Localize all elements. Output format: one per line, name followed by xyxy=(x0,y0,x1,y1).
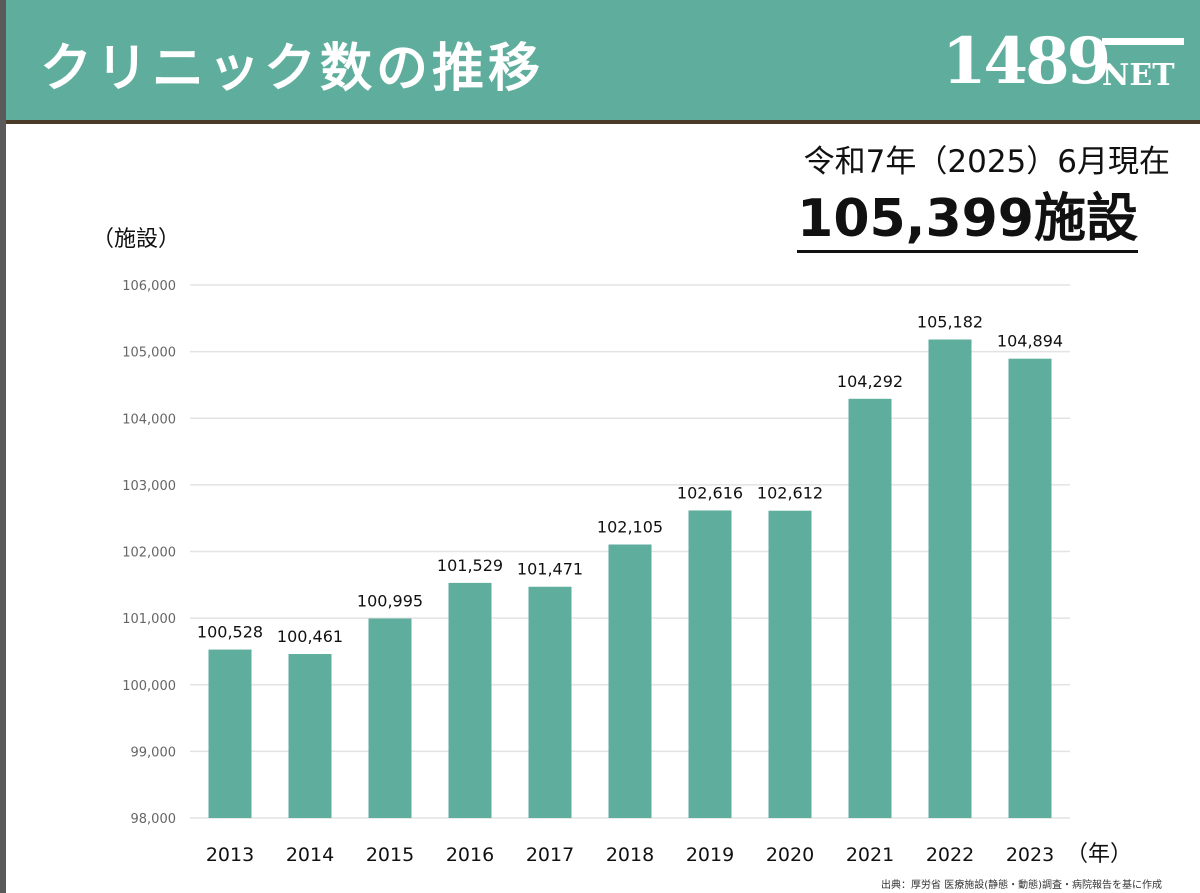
x-tick-label: 2022 xyxy=(926,844,974,866)
data-label: 104,292 xyxy=(837,372,903,391)
bars xyxy=(208,339,1052,818)
data-label: 101,529 xyxy=(437,556,503,575)
data-label: 102,612 xyxy=(757,484,823,503)
bar-2019 xyxy=(688,510,732,818)
data-label: 105,182 xyxy=(917,312,983,331)
as-of-date: 令和7年（2025）6月現在 xyxy=(803,144,1170,180)
data-label: 101,471 xyxy=(517,560,583,579)
total-clinics: 105,399施設 xyxy=(797,188,1138,253)
bar-2013 xyxy=(208,649,252,818)
data-label: 100,461 xyxy=(277,627,343,646)
data-label: 102,105 xyxy=(597,518,663,537)
x-axis-ticks: 2013 2014 2015 2016 2017 2018 2019 2020 2021 2022… xyxy=(206,844,1054,866)
header-bar: クリニック数の推移 1489 NET xyxy=(6,0,1200,124)
y-tick-label: 103,000 xyxy=(122,479,176,494)
bar-2021 xyxy=(848,398,892,818)
bar-2015 xyxy=(368,618,412,818)
bar-2017 xyxy=(528,586,572,818)
data-label: 104,894 xyxy=(997,332,1063,351)
page-title: クリニック数の推移 xyxy=(40,39,545,99)
x-tick-label: 2013 xyxy=(206,844,254,866)
slide: クリニック数の推移 1489 NET 令和7年（2025）6月現在 105,39… xyxy=(6,0,1200,893)
x-tick-label: 2023 xyxy=(1006,844,1054,866)
y-tick-label: 104,000 xyxy=(122,412,176,427)
x-tick-label: 2017 xyxy=(526,844,574,866)
y-axis-ticks: 98,000 99,000 100,000 101,000 102,000 103,000… xyxy=(122,279,176,827)
x-tick-label: 2020 xyxy=(766,844,814,866)
y-tick-label: 105,000 xyxy=(122,346,176,361)
y-tick-label: 102,000 xyxy=(122,546,176,561)
bar-2016 xyxy=(448,582,492,818)
bar-2020 xyxy=(768,510,812,818)
logo-suffix: NET xyxy=(1102,58,1175,93)
brand-logo: 1489 NET xyxy=(942,24,1192,104)
logo-number: 1489 xyxy=(942,24,1111,99)
data-label: 102,616 xyxy=(677,483,743,502)
bar-chart: 98,000 99,000 100,000 101,000 102,000 103,000… xyxy=(92,227,1132,867)
y-tick-label: 106,000 xyxy=(122,279,176,294)
x-tick-label: 2018 xyxy=(606,844,654,866)
x-axis-label: （年） xyxy=(1066,842,1132,867)
bar-2014 xyxy=(288,654,332,818)
y-tick-label: 99,000 xyxy=(131,745,177,760)
data-labels: 100,528 100,461 100,995 101,529 101,471 102,1… xyxy=(197,312,1063,646)
bar-2018 xyxy=(608,544,652,818)
data-label: 100,528 xyxy=(197,623,263,642)
bar-2023 xyxy=(1008,358,1052,818)
bar-2022 xyxy=(928,339,972,818)
y-tick-label: 98,000 xyxy=(131,812,177,827)
source-note: 出典：厚労省 医療施設(静態・動態)調査・病院報告を基に作成 xyxy=(881,880,1162,891)
y-tick-label: 101,000 xyxy=(122,612,176,627)
data-label: 100,995 xyxy=(357,591,423,610)
logo-bar xyxy=(1102,38,1184,45)
x-tick-label: 2021 xyxy=(846,844,894,866)
x-tick-label: 2014 xyxy=(286,844,334,866)
y-axis-label: （施設） xyxy=(92,227,180,252)
x-tick-label: 2019 xyxy=(686,844,734,866)
y-tick-label: 100,000 xyxy=(122,679,176,694)
x-tick-label: 2015 xyxy=(366,844,414,866)
x-tick-label: 2016 xyxy=(446,844,494,866)
